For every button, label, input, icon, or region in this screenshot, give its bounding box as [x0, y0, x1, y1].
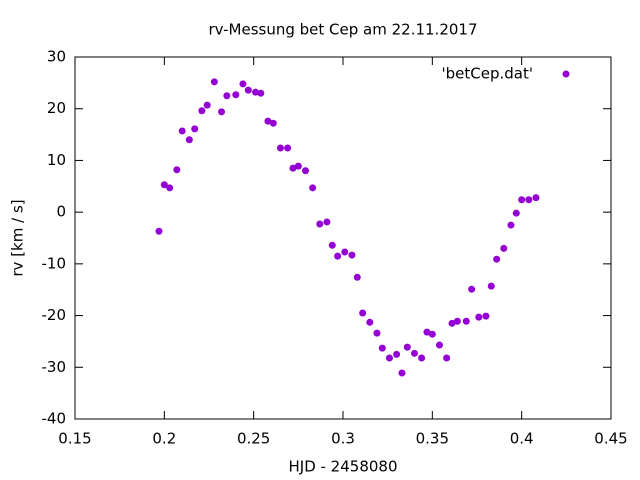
point	[323, 218, 331, 226]
point	[341, 248, 349, 256]
point	[218, 108, 226, 116]
point	[378, 344, 386, 352]
point	[366, 318, 374, 326]
y-tick-label: -30	[42, 358, 67, 376]
x-axis-label: HJD - 2458080	[288, 458, 397, 476]
point	[316, 220, 324, 228]
point	[359, 309, 367, 317]
point	[251, 88, 259, 96]
point	[512, 209, 520, 217]
point	[462, 317, 470, 325]
point	[468, 285, 476, 293]
point	[178, 127, 186, 135]
y-tick-label: 0	[56, 203, 66, 221]
chart-title: rv-Messung bet Cep am 22.11.2017	[208, 21, 477, 39]
y-tick-label: 20	[47, 99, 66, 117]
legend-marker	[562, 70, 570, 78]
x-tick-label: 0.15	[58, 430, 91, 448]
point	[448, 319, 456, 327]
point	[294, 162, 302, 170]
y-axis-label: rv [km / s]	[9, 199, 27, 276]
point	[185, 136, 193, 144]
point	[264, 117, 272, 125]
x-tick-label: 0.3	[331, 430, 355, 448]
point	[301, 167, 309, 175]
point	[284, 144, 292, 152]
point	[507, 221, 515, 229]
point	[173, 166, 181, 174]
point	[428, 330, 436, 338]
point	[239, 80, 247, 88]
point	[244, 86, 252, 94]
point	[500, 244, 508, 252]
y-tick-label: 30	[47, 48, 66, 66]
point	[410, 349, 418, 357]
point	[191, 125, 199, 133]
point	[418, 354, 426, 362]
y-tick-label: -40	[42, 410, 67, 428]
point	[276, 144, 284, 152]
point	[385, 354, 393, 362]
point	[487, 282, 495, 290]
point	[160, 181, 168, 189]
point	[289, 164, 297, 172]
y-tick-label: 10	[47, 151, 66, 169]
x-tick-label: 0.25	[237, 430, 270, 448]
point	[257, 89, 265, 97]
point	[403, 343, 411, 351]
point	[423, 328, 431, 336]
point	[518, 196, 526, 204]
point	[493, 255, 501, 263]
point	[453, 317, 461, 325]
point	[435, 341, 443, 349]
point	[532, 194, 540, 202]
point	[198, 107, 206, 115]
point	[525, 196, 533, 204]
x-tick-label: 0.35	[416, 430, 449, 448]
point	[373, 329, 381, 337]
point	[482, 312, 490, 320]
legend-label: 'betCep.dat'	[442, 65, 533, 83]
point	[269, 119, 277, 127]
point	[348, 251, 356, 259]
point	[443, 354, 451, 362]
point	[232, 91, 240, 99]
y-tick-label: -10	[42, 254, 67, 272]
point	[203, 101, 211, 109]
point	[334, 252, 342, 260]
point	[155, 227, 163, 235]
point	[393, 350, 401, 358]
plot-frame	[74, 56, 612, 420]
point	[210, 78, 218, 86]
point	[223, 92, 231, 100]
point	[328, 241, 336, 249]
x-tick-label: 0.4	[510, 430, 534, 448]
x-tick-label: 0.45	[594, 430, 627, 448]
point	[475, 313, 483, 321]
x-tick-label: 0.2	[152, 430, 176, 448]
y-tick-label: -20	[42, 306, 67, 324]
point	[398, 369, 406, 377]
point	[309, 184, 317, 192]
point	[166, 184, 174, 192]
point	[353, 273, 361, 281]
